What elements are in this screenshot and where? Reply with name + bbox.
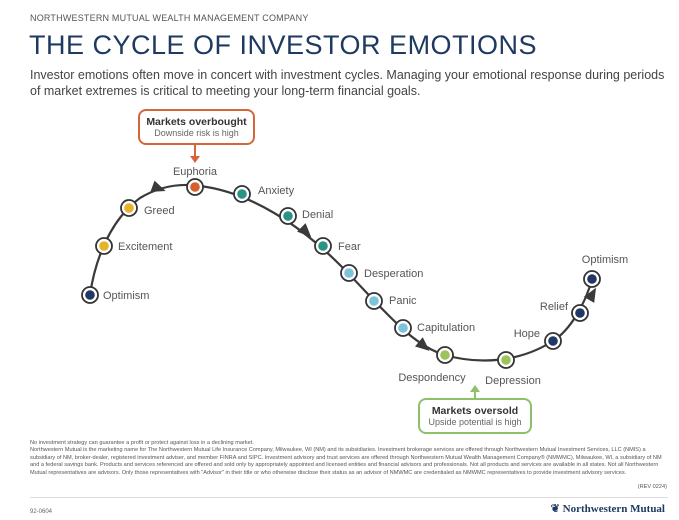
emotion-node	[369, 296, 379, 306]
oversold-title: Markets oversold	[431, 405, 519, 417]
emotion-node	[85, 290, 95, 300]
emotion-node	[587, 274, 597, 284]
direction-arrow-icon	[150, 180, 166, 192]
emotion-label: Despondency	[398, 372, 466, 384]
emotion-label: Optimism	[582, 254, 628, 266]
overbought-subtitle: Downside risk is high	[154, 128, 239, 138]
logo-text: Northwestern Mutual	[562, 503, 665, 515]
overbought-title: Markets overbought	[146, 116, 247, 128]
disclaimer-line-2: Northwestern Mutual is the marketing nam…	[30, 447, 662, 476]
emotion-label: Relief	[540, 301, 569, 313]
emotion-node	[501, 355, 511, 365]
emotion-label: Desperation	[364, 268, 423, 280]
revision-code: (REV 0224)	[637, 484, 667, 490]
direction-arrow-icon	[583, 287, 596, 303]
page-title: THE CYCLE OF INVESTOR EMOTIONS	[29, 30, 538, 60]
emotion-node	[283, 211, 293, 221]
emotion-node	[318, 241, 328, 251]
emotion-label: Euphoria	[173, 166, 218, 178]
direction-arrow-icon	[415, 337, 430, 351]
logo-eagle-icon: ❦	[550, 503, 563, 515]
page-subtitle: Investor emotions often move in concert …	[30, 68, 665, 98]
oversold-subtitle: Upside potential is high	[428, 417, 522, 427]
emotion-label: Fear	[338, 241, 361, 253]
emotion-node	[99, 241, 109, 251]
direction-arrow-icon	[297, 223, 312, 238]
overbought-arrow-icon	[190, 156, 200, 163]
emotion-node	[344, 268, 354, 278]
oversold-arrow-icon	[470, 385, 480, 392]
disclaimer-line-1: No investment strategy can guarantee a p…	[30, 440, 254, 446]
emotion-node	[440, 350, 450, 360]
oversold-callout: Markets oversold Upside potential is hig…	[418, 398, 532, 434]
emotion-label: Excitement	[118, 241, 172, 253]
overbought-callout: Markets overbought Downside risk is high	[138, 109, 255, 145]
footer-divider	[30, 497, 668, 498]
emotion-node	[575, 308, 585, 318]
emotion-node	[124, 203, 134, 213]
emotion-label: Depression	[485, 375, 541, 387]
emotion-label: Capitulation	[417, 322, 475, 334]
emotion-label: Greed	[144, 205, 175, 217]
emotion-label: Anxiety	[258, 185, 295, 197]
emotion-label: Optimism	[103, 290, 149, 302]
document-code: 92-0604	[30, 509, 53, 515]
emotion-node	[237, 189, 247, 199]
emotion-label: Hope	[514, 328, 540, 340]
northwestern-mutual-logo: ❦ Northwestern Mutual	[551, 502, 665, 515]
emotion-label: Denial	[302, 209, 333, 221]
emotion-label: Panic	[389, 295, 417, 307]
disclaimer: No investment strategy can guarantee a p…	[30, 440, 670, 477]
emotion-node	[398, 323, 408, 333]
emotion-node	[548, 336, 558, 346]
emotion-node	[190, 182, 200, 192]
company-name: NORTHWESTERN MUTUAL WEALTH MANAGEMENT CO…	[30, 13, 309, 23]
